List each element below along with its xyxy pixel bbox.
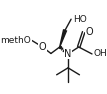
Text: O: O [39, 42, 46, 52]
Text: HO: HO [73, 15, 87, 24]
Polygon shape [60, 30, 66, 47]
Text: methO: methO [0, 36, 31, 45]
Text: OH: OH [94, 49, 107, 58]
Text: N: N [64, 49, 72, 59]
Text: O: O [85, 27, 93, 37]
